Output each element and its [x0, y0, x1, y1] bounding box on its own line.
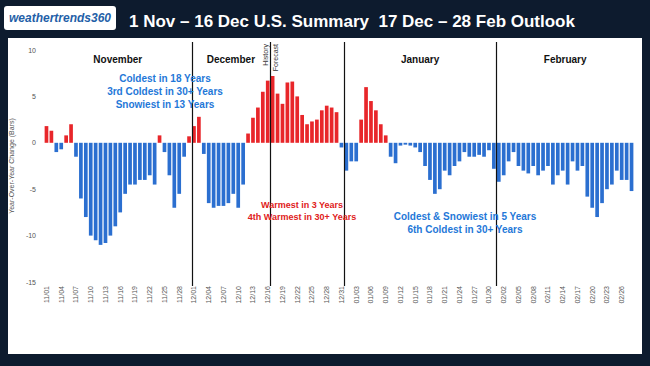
svg-text:12/01: 12/01	[190, 286, 197, 304]
svg-text:November: November	[93, 54, 142, 65]
svg-text:12/10: 12/10	[235, 286, 242, 304]
svg-text:12/16: 12/16	[264, 286, 271, 304]
svg-text:10: 10	[28, 47, 36, 54]
svg-text:01/18: 01/18	[426, 286, 433, 304]
svg-text:4th Warmest in 30+ Years: 4th Warmest in 30+ Years	[248, 212, 356, 222]
svg-text:12/22: 12/22	[294, 286, 301, 304]
svg-text:December: December	[207, 54, 255, 65]
svg-text:01/21: 01/21	[441, 286, 448, 304]
svg-text:12/31: 12/31	[338, 286, 345, 304]
svg-text:11/22: 11/22	[146, 286, 153, 303]
svg-text:02/14: 02/14	[559, 286, 566, 304]
svg-text:11/28: 11/28	[176, 286, 183, 303]
svg-text:11/10: 11/10	[87, 286, 94, 303]
svg-text:Forecast: Forecast	[272, 44, 279, 71]
svg-text:02/05: 02/05	[515, 286, 522, 304]
svg-text:02/02: 02/02	[500, 286, 507, 304]
svg-text:01/24: 01/24	[456, 286, 463, 304]
svg-text:Coldest & Snowiest in 5 Years: Coldest & Snowiest in 5 Years	[394, 211, 537, 222]
svg-text:02/08: 02/08	[530, 286, 537, 304]
svg-text:January: January	[401, 54, 440, 65]
svg-text:-15: -15	[26, 279, 36, 286]
svg-text:Coldest in 18 Years: Coldest in 18 Years	[119, 73, 211, 84]
svg-text:11/07: 11/07	[72, 286, 79, 303]
svg-text:12/07: 12/07	[220, 286, 227, 304]
svg-text:01/03: 01/03	[353, 286, 360, 304]
svg-text:11/04: 11/04	[58, 286, 65, 303]
svg-text:02/17: 02/17	[574, 286, 581, 304]
svg-text:6th Coldest in 30+ Years: 6th Coldest in 30+ Years	[407, 224, 523, 235]
svg-text:11/16: 11/16	[117, 286, 124, 303]
svg-text:02/11: 02/11	[544, 286, 551, 303]
svg-text:-10: -10	[26, 232, 36, 239]
svg-text:12/13: 12/13	[249, 286, 256, 304]
svg-text:11/19: 11/19	[131, 286, 138, 303]
svg-text:01/06: 01/06	[367, 286, 374, 304]
svg-text:-5: -5	[30, 186, 36, 193]
svg-text:11/13: 11/13	[102, 286, 109, 303]
svg-text:12/28: 12/28	[323, 286, 330, 304]
svg-text:History: History	[262, 44, 270, 66]
svg-text:02/26: 02/26	[618, 286, 625, 304]
svg-text:Warmest in 3 Years: Warmest in 3 Years	[261, 200, 343, 210]
svg-text:Snowiest in 13 Years: Snowiest in 13 Years	[116, 99, 215, 110]
svg-text:01/12: 01/12	[397, 286, 404, 304]
svg-text:1 Nov – 16 Dec U.S. Summary 1: 1 Nov – 16 Dec U.S. Summary 17 Dec – 28 …	[129, 12, 576, 31]
svg-text:01/30: 01/30	[485, 286, 492, 304]
svg-text:02/20: 02/20	[589, 286, 596, 304]
svg-text:3rd Coldest in 30+ Years: 3rd Coldest in 30+ Years	[107, 86, 223, 97]
svg-text:Year-Over-Year Change (Bars): Year-Over-Year Change (Bars)	[8, 118, 16, 214]
svg-text:01/27: 01/27	[471, 286, 478, 304]
svg-text:11/01: 11/01	[43, 286, 50, 303]
svg-text:weathertrends360: weathertrends360	[9, 11, 111, 25]
svg-text:02/23: 02/23	[603, 286, 610, 304]
svg-text:11/25: 11/25	[161, 286, 168, 303]
svg-text:01/09: 01/09	[382, 286, 389, 304]
svg-text:February: February	[544, 54, 587, 65]
svg-text:5: 5	[32, 93, 36, 100]
svg-text:0: 0	[32, 139, 36, 146]
svg-text:12/25: 12/25	[308, 286, 315, 304]
svg-text:12/19: 12/19	[279, 286, 286, 304]
svg-text:01/15: 01/15	[412, 286, 419, 304]
svg-text:12/04: 12/04	[205, 286, 212, 304]
